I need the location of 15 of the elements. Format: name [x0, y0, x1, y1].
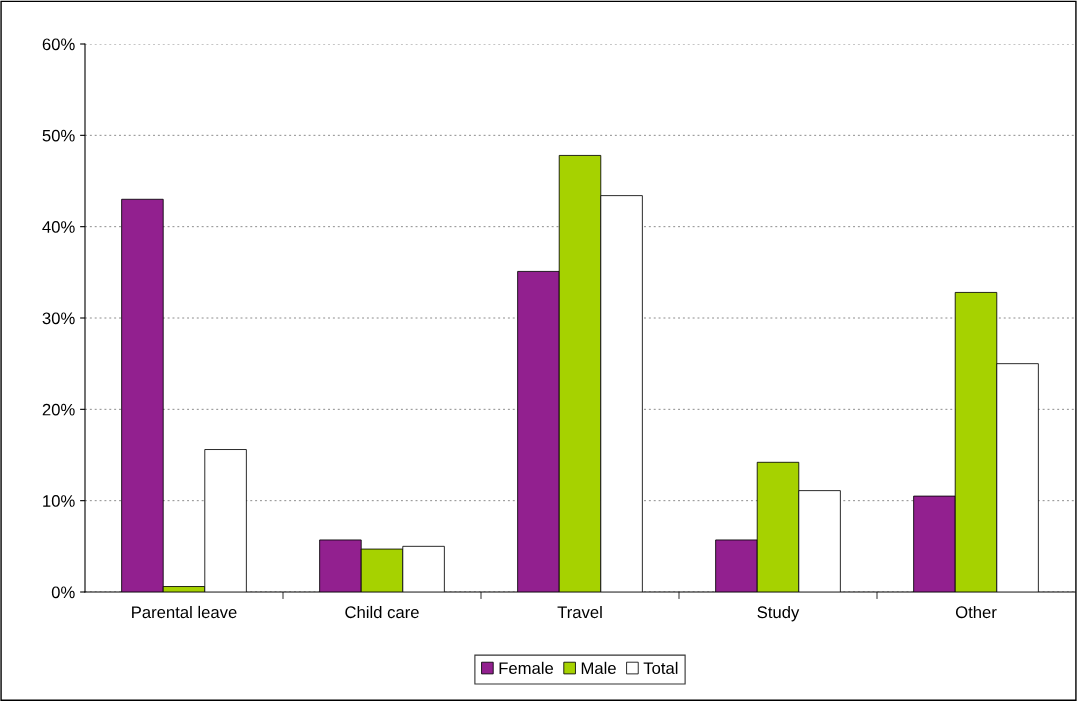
- y-tick-label: 20%: [42, 403, 75, 416]
- x-tick-label: Travel: [557, 605, 602, 619]
- x-tick-label: Other: [955, 605, 997, 619]
- y-tick-label: 50%: [42, 129, 75, 142]
- y-tick-label: 0%: [51, 586, 75, 599]
- legend-label: Total: [643, 661, 678, 675]
- x-tick-label: Parental leave: [132, 605, 237, 619]
- legend-label: Male: [581, 661, 616, 675]
- x-tick-label: Study: [757, 605, 800, 622]
- y-tick-label: 30%: [42, 312, 75, 325]
- y-tick-label: 40%: [42, 221, 75, 233]
- legend-label: Female: [499, 661, 554, 675]
- x-tick-label: Child care: [345, 605, 419, 619]
- y-tick-label: 60%: [42, 38, 75, 51]
- y-tick-label: 10%: [43, 495, 75, 507]
